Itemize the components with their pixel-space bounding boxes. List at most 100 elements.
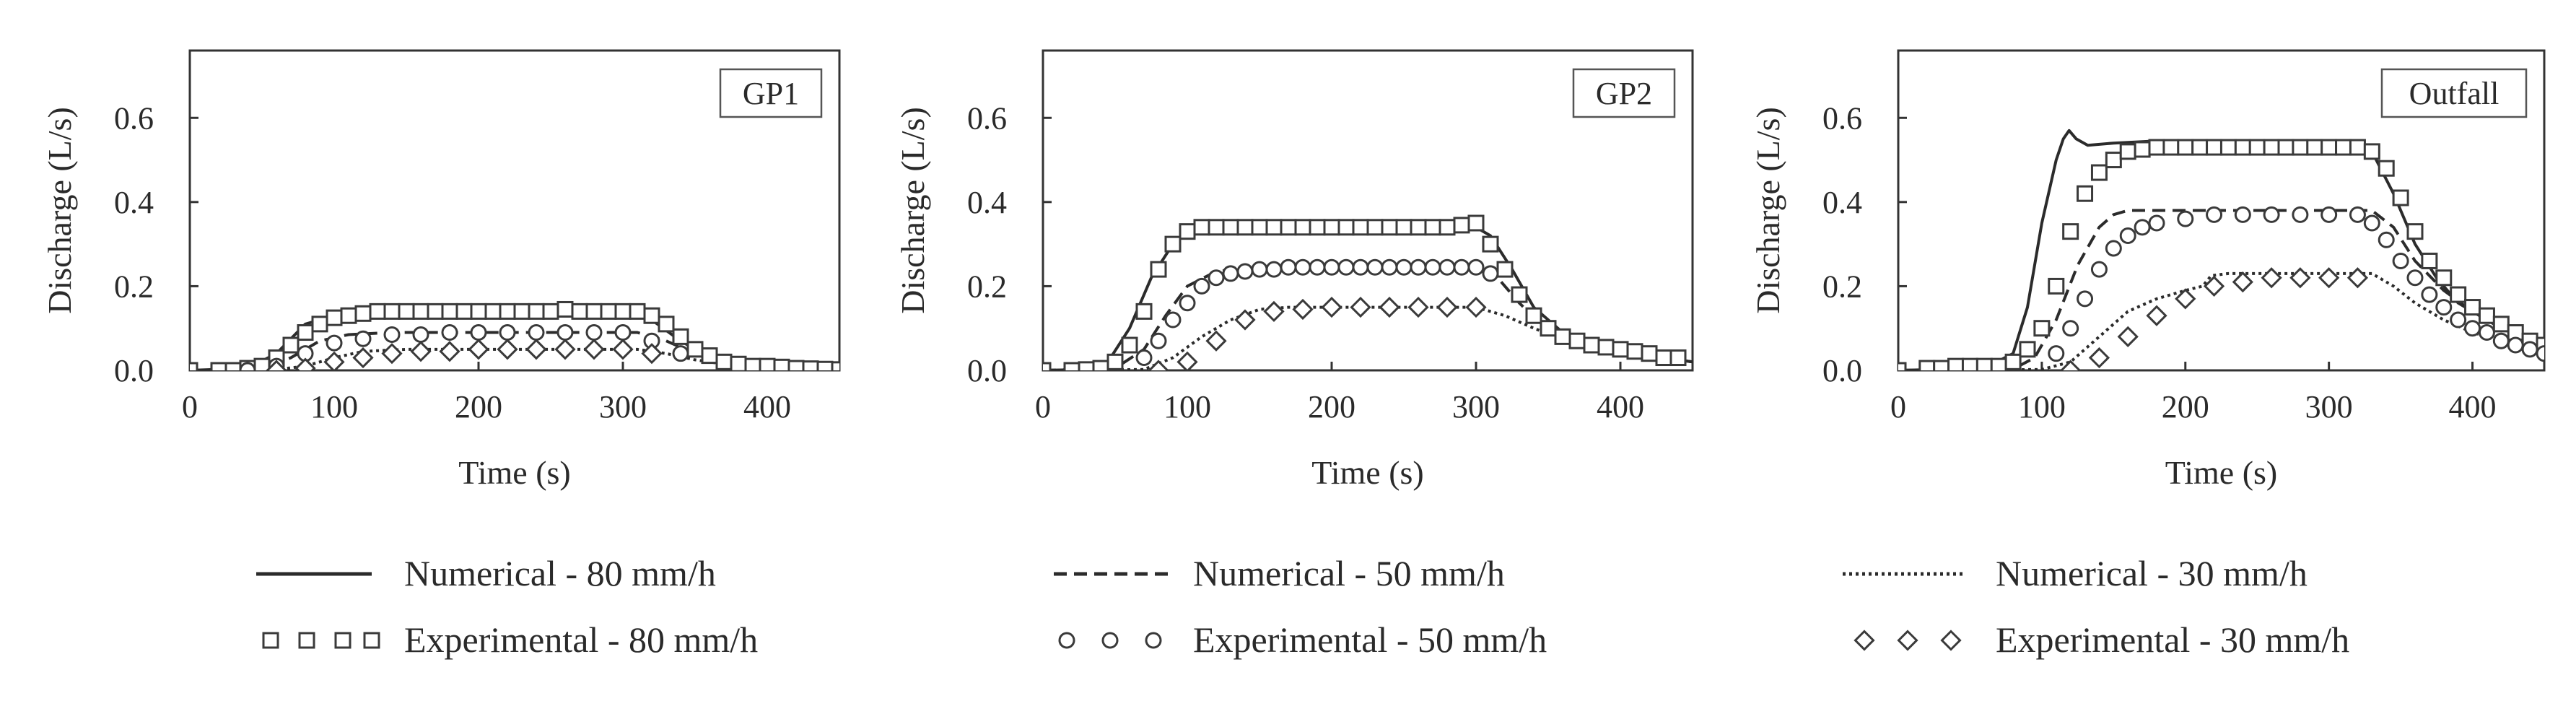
x-tick-label: 400	[1597, 389, 1644, 425]
y-tick-label: 0.2	[1822, 269, 1862, 304]
data-point-square	[311, 315, 328, 333]
data-point-circle	[528, 324, 545, 341]
chart-panel-gp2: 0 100 200 300 400 0.0 0.2 0.4 0.6 Time (s) Dischar…	[894, 49, 1694, 491]
data-point-square	[1669, 349, 1687, 367]
data-point-circle	[585, 324, 603, 341]
panel-tag-label: GP2	[1596, 76, 1652, 111]
data-point-square	[224, 362, 242, 370]
data-point-square	[600, 302, 617, 320]
data-point-diamond	[1292, 298, 1314, 321]
data-point-diamond	[410, 341, 432, 362]
data-point-circle	[1150, 332, 1167, 349]
data-point-circle	[556, 324, 574, 341]
data-point-circle	[2536, 345, 2544, 362]
plot-frame	[1042, 49, 1694, 372]
data-point-square	[542, 302, 559, 320]
data-point-square	[585, 302, 603, 320]
data-point-square	[398, 302, 415, 320]
data-point-circle	[1265, 261, 1283, 278]
plot-frame	[1897, 49, 2546, 372]
y-tick-label: 0.2	[114, 269, 154, 304]
data-point-circle	[2177, 210, 2194, 227]
data-point-square	[1525, 307, 1542, 324]
data-point-square	[2077, 185, 2094, 202]
legend-marker-circle	[1058, 632, 1075, 649]
data-point-circle	[1352, 258, 1369, 276]
data-point-square	[441, 302, 458, 320]
data-point-circle	[2234, 206, 2251, 223]
data-point-square	[2191, 139, 2209, 156]
data-point-square	[1612, 341, 1629, 358]
data-point-square	[1164, 235, 1182, 253]
data-point-circle	[2363, 214, 2380, 232]
data-point-square	[1106, 353, 1124, 370]
data-point-circle	[1280, 258, 1297, 276]
legend-label-numerical-50: Numerical - 50 mm/h	[1193, 553, 1505, 593]
series-markers-experimental-30	[266, 339, 663, 370]
data-point-diamond	[2203, 275, 2225, 297]
x-tick-label: 100	[1163, 389, 1211, 425]
data-point-diamond	[641, 343, 663, 365]
data-point-square	[672, 328, 689, 345]
data-point-diamond	[2261, 267, 2282, 289]
data-point-diamond	[1234, 309, 1256, 331]
panel-tag-label: GP1	[743, 76, 799, 111]
data-point-square	[1467, 214, 1485, 232]
data-point-circle	[1222, 265, 1239, 282]
data-point-circle	[1438, 258, 1456, 276]
data-point-diamond	[2088, 347, 2110, 369]
legend-swatch-diamond-markers	[1854, 630, 1962, 651]
x-tick-label: 100	[2018, 389, 2066, 425]
data-point-circle	[412, 326, 429, 343]
data-point-square	[455, 302, 473, 320]
data-point-square	[1092, 360, 1109, 370]
data-point-square	[831, 361, 839, 370]
legend-label-experimental-50: Experimental - 50 mm/h	[1193, 619, 1547, 660]
data-point-circle	[354, 330, 372, 347]
data-point-circle	[2077, 290, 2094, 308]
data-point-circle	[2478, 324, 2495, 341]
data-point-circle	[2206, 206, 2223, 223]
legend-marker-square	[363, 632, 380, 649]
data-point-square	[2248, 139, 2266, 156]
data-point-diamond	[2232, 271, 2253, 293]
data-point-circle	[1164, 311, 1182, 328]
x-tick-label: 0	[182, 389, 198, 425]
data-point-square	[2062, 223, 2079, 240]
chart-panels: 0 100 200 300 400 0.0 0.2 0.4 0.6 Time (s) Dischar…	[41, 49, 2546, 491]
data-point-square	[2406, 223, 2424, 240]
y-tick-label: 0.4	[967, 185, 1007, 220]
data-point-square	[499, 302, 516, 320]
data-point-square	[2033, 320, 2051, 337]
data-point-diamond	[266, 360, 287, 370]
data-point-square	[427, 302, 444, 320]
y-tick-label: 0.6	[1822, 100, 1862, 136]
data-point-circle	[1294, 258, 1311, 276]
data-point-square	[1597, 339, 1615, 356]
data-point-square	[513, 302, 531, 320]
x-tick-label: 400	[2449, 389, 2497, 425]
legend-label-experimental-80: Experimental - 80 mm/h	[404, 619, 758, 660]
data-point-square	[1179, 223, 1196, 240]
legend-swatch-circle-markers	[1058, 632, 1162, 649]
panel-tag-outfall: Outfall	[2380, 68, 2528, 118]
data-point-square	[701, 347, 718, 365]
data-point-square	[1511, 286, 1528, 303]
data-point-square	[1438, 219, 1456, 236]
data-point-diamond	[468, 339, 489, 360]
data-point-square	[2464, 299, 2481, 316]
x-tick-label: 200	[455, 389, 502, 425]
y-tick-label: 0.0	[967, 353, 1007, 388]
data-point-square	[2004, 353, 2022, 370]
data-point-square	[2392, 189, 2409, 206]
data-point-square	[2219, 139, 2237, 156]
x-tick-label: 300	[599, 389, 647, 425]
data-point-square	[2134, 141, 2151, 158]
x-tick-label: 0	[1035, 389, 1051, 425]
legend-swatch-square-markers	[262, 632, 380, 649]
data-point-circle	[2148, 214, 2165, 232]
data-point-square	[2234, 139, 2251, 156]
data-point-diamond	[1321, 296, 1342, 318]
data-point-square	[773, 358, 790, 370]
data-point-diamond	[2289, 267, 2311, 289]
